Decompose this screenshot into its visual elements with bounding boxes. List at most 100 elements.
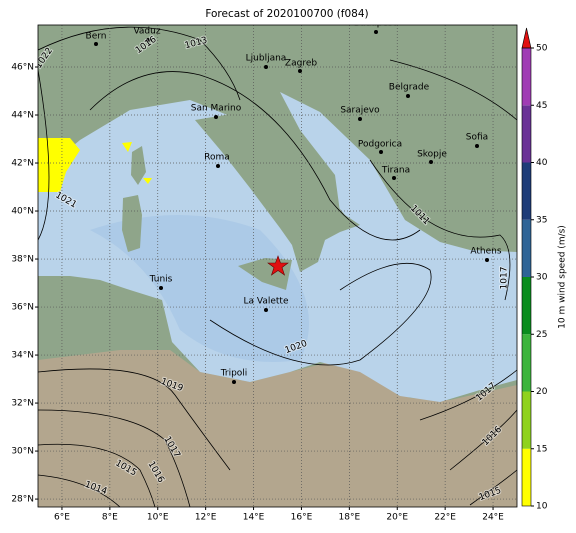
city-label: Tunis xyxy=(149,275,173,285)
city-label: Belgrade xyxy=(389,83,430,93)
x-tick-label: 16°E xyxy=(291,513,313,523)
isobar xyxy=(209,262,432,366)
y-tick-label: 30°N xyxy=(11,447,34,457)
map-title: Forecast of 2020100700 (f084) xyxy=(205,8,368,20)
y-tick-label: 36°N xyxy=(11,303,34,313)
location-star xyxy=(267,255,289,276)
isobar xyxy=(38,409,191,507)
city-dot xyxy=(374,30,378,34)
city-dot xyxy=(159,286,163,290)
colorbar-label: 10 m wind speed (m/s) xyxy=(558,225,568,329)
isobar xyxy=(38,474,121,507)
isobar xyxy=(469,469,517,506)
city-dot xyxy=(392,176,396,180)
colorbar-segment xyxy=(522,448,531,506)
isobar xyxy=(89,71,421,241)
city-label: Sofia xyxy=(466,133,488,143)
colorbar-tick-label: 25 xyxy=(536,330,547,340)
city-label: Skopje xyxy=(417,150,447,160)
city-label: San Marino xyxy=(191,104,242,114)
isobar xyxy=(38,443,156,507)
isobar-label: 1017 xyxy=(500,267,510,290)
wind-area xyxy=(122,142,152,184)
city-label: Ljubljana xyxy=(246,54,287,64)
colorbar: 10 15 20 25 30 35 40 45 50 10 m wind speed (m/s) xyxy=(521,27,568,512)
map-frame xyxy=(37,24,518,508)
y-tick-label: 40°N xyxy=(11,207,34,217)
x-tick-label: 22°E xyxy=(434,513,456,523)
colorbar-tick-label: 30 xyxy=(536,273,548,283)
y-tick-label: 44°N xyxy=(11,111,34,121)
colorbar-segment xyxy=(522,162,531,220)
isobar xyxy=(369,159,511,301)
desert xyxy=(38,350,517,507)
city-dot xyxy=(264,308,268,312)
x-tick-label: 6°E xyxy=(54,513,70,523)
italy xyxy=(195,110,360,272)
colorbar-segment xyxy=(522,105,531,163)
x-tick-label: 8°E xyxy=(102,513,118,523)
x-tick-label: 14°E xyxy=(243,513,265,523)
colorbar-tick-label: 45 xyxy=(536,101,547,111)
y-tick-label: 38°N xyxy=(11,255,34,265)
isobar xyxy=(389,59,517,121)
city-dot xyxy=(146,38,150,42)
y-tick-label: 46°N xyxy=(11,63,34,73)
colorbar-tick-label: 35 xyxy=(536,215,547,225)
colorbar-tick-label: 10 xyxy=(536,502,548,512)
city-dot xyxy=(264,65,268,69)
sardinia xyxy=(122,195,142,252)
city-dot xyxy=(379,150,383,154)
isobar xyxy=(419,369,517,421)
city-dot xyxy=(358,117,362,121)
y-tick-label: 28°N xyxy=(11,495,34,505)
city-dot xyxy=(94,42,98,46)
city-label: Podgorica xyxy=(358,140,402,150)
colorbar-tick-label: 50 xyxy=(536,44,548,54)
colorbar-extend xyxy=(521,27,532,49)
colorbar-segment xyxy=(522,277,531,335)
city-label: Roma xyxy=(204,153,230,163)
x-tick-label: 20°E xyxy=(386,513,408,523)
city-label: Sarajevo xyxy=(340,106,380,116)
colorbar-tick-label: 15 xyxy=(536,444,547,454)
grid xyxy=(38,25,517,507)
city-dot xyxy=(214,115,218,119)
city-label: Athens xyxy=(470,247,501,257)
city-label: Tirana xyxy=(381,166,410,176)
x-tick-label: 10°E xyxy=(147,513,169,523)
city-label: Tripoli xyxy=(220,369,248,379)
y-tick-label: 32°N xyxy=(11,399,34,409)
isobar xyxy=(38,26,241,101)
sea-deep xyxy=(90,215,309,362)
city-dot xyxy=(232,380,236,384)
city-label: La Valette xyxy=(244,297,289,307)
city-dot xyxy=(298,69,302,73)
colorbar-segment xyxy=(522,219,531,277)
city-dot xyxy=(485,258,489,262)
x-tick-label: 18°E xyxy=(339,513,361,523)
colorbar-segment xyxy=(522,48,531,106)
city-label: Bern xyxy=(86,32,107,42)
city-dot xyxy=(406,94,410,98)
city-dot xyxy=(216,164,220,168)
city-dot xyxy=(429,160,433,164)
isobar xyxy=(38,368,231,471)
city-label: Vaduz xyxy=(133,27,160,37)
colorbar-segment xyxy=(522,334,531,392)
colorbar-segment xyxy=(522,391,531,449)
x-tick-label: 12°E xyxy=(195,513,217,523)
isobar xyxy=(449,409,517,471)
city-label: Budapest xyxy=(354,19,397,29)
isobar xyxy=(38,69,50,241)
city-label: Zagreb xyxy=(285,59,317,69)
y-tick-label: 42°N xyxy=(11,159,34,169)
city-dot xyxy=(475,144,479,148)
colorbar-tick-label: 40 xyxy=(536,158,548,168)
colorbar-tick-label: 20 xyxy=(536,387,548,397)
y-tick-label: 34°N xyxy=(11,351,34,361)
x-tick-label: 24°E xyxy=(482,513,504,523)
corsica xyxy=(131,146,146,185)
